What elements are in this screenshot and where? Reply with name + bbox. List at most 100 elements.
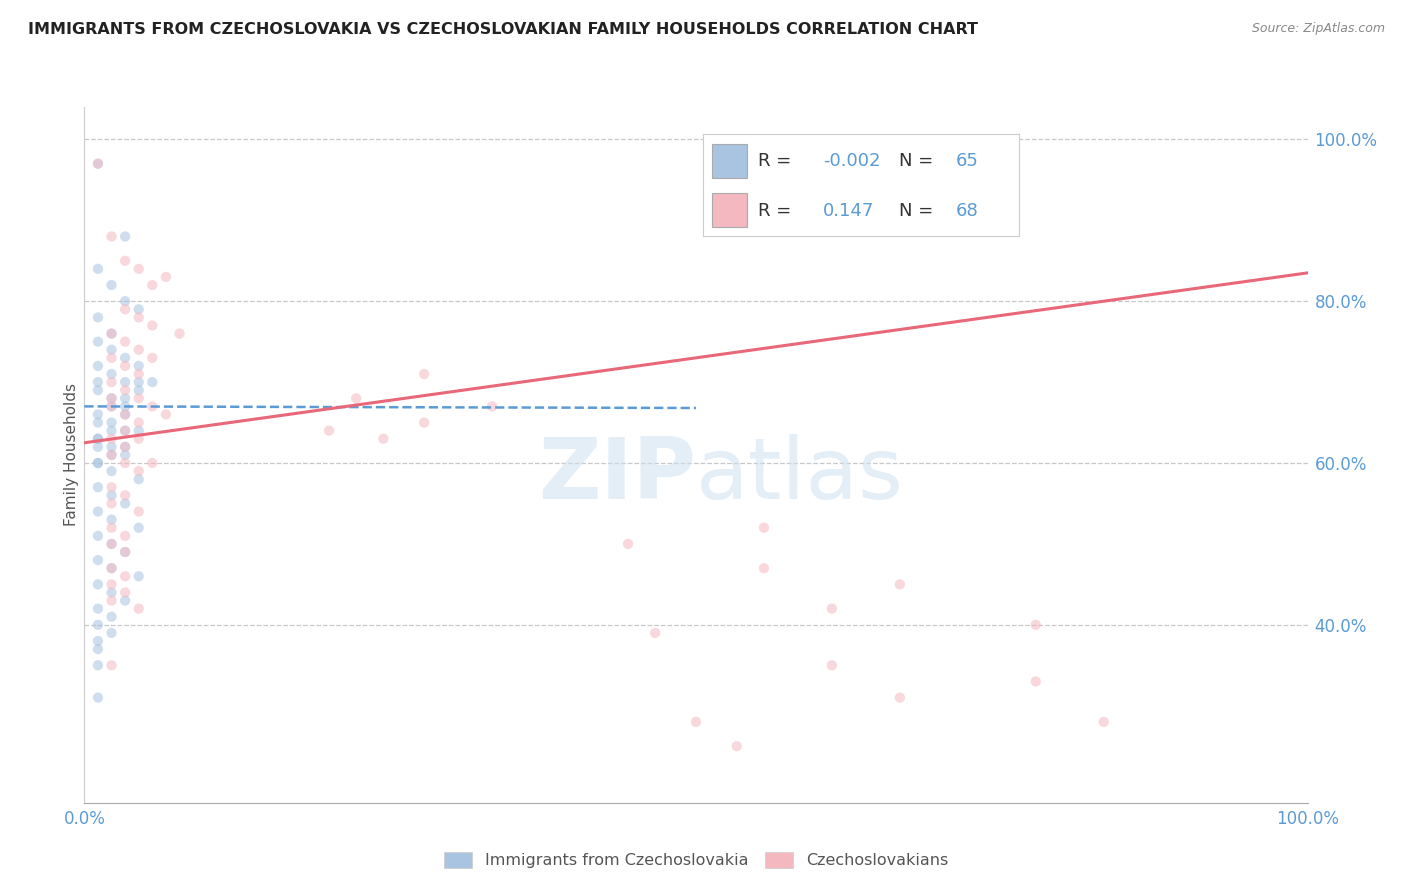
Point	[100, 585, 122, 599]
Point	[114, 545, 136, 559]
Point	[373, 432, 395, 446]
Text: 68: 68	[956, 202, 979, 219]
Point	[87, 440, 110, 454]
Point	[821, 601, 844, 615]
Point	[100, 577, 122, 591]
Point	[100, 326, 122, 341]
Point	[100, 561, 122, 575]
Point	[128, 504, 150, 518]
Point	[87, 416, 110, 430]
Point	[87, 553, 110, 567]
Point	[100, 367, 122, 381]
Point	[114, 375, 136, 389]
Point	[114, 569, 136, 583]
Point	[100, 658, 122, 673]
Point	[114, 229, 136, 244]
Point	[644, 626, 666, 640]
Point	[87, 383, 110, 397]
Point	[155, 269, 177, 284]
Point	[100, 392, 122, 406]
Point	[87, 529, 110, 543]
Text: N =: N =	[900, 202, 934, 219]
Point	[413, 416, 436, 430]
Point	[128, 464, 150, 478]
Point	[128, 392, 150, 406]
Point	[617, 537, 640, 551]
Point	[141, 400, 163, 414]
Point	[128, 343, 150, 357]
Point	[1092, 714, 1115, 729]
Text: R =: R =	[758, 202, 792, 219]
Point	[87, 617, 110, 632]
Point	[1025, 674, 1047, 689]
FancyBboxPatch shape	[713, 194, 748, 227]
Point	[100, 392, 122, 406]
Point	[128, 472, 150, 486]
Point	[87, 375, 110, 389]
Text: ZIP: ZIP	[538, 434, 696, 517]
Point	[100, 343, 122, 357]
Point	[114, 253, 136, 268]
Point	[87, 504, 110, 518]
Point	[100, 448, 122, 462]
Point	[100, 464, 122, 478]
Point	[128, 375, 150, 389]
Point	[87, 658, 110, 673]
Point	[114, 424, 136, 438]
Point	[114, 408, 136, 422]
Point	[87, 310, 110, 325]
Point	[114, 392, 136, 406]
Point	[87, 261, 110, 276]
Point	[141, 375, 163, 389]
Point	[114, 488, 136, 502]
Point	[87, 156, 110, 170]
Point	[114, 408, 136, 422]
Point	[100, 593, 122, 607]
Point	[100, 521, 122, 535]
Point	[128, 569, 150, 583]
Point	[128, 302, 150, 317]
Point	[100, 326, 122, 341]
Point	[114, 294, 136, 309]
Point	[100, 448, 122, 462]
Point	[87, 156, 110, 170]
Point	[128, 261, 150, 276]
Point	[752, 561, 775, 575]
Point	[114, 585, 136, 599]
Point	[114, 440, 136, 454]
Point	[169, 326, 191, 341]
Point	[114, 456, 136, 470]
Point	[100, 375, 122, 389]
Point	[114, 593, 136, 607]
Point	[141, 351, 163, 365]
Point	[100, 424, 122, 438]
Point	[100, 496, 122, 510]
Point	[725, 739, 748, 754]
Legend: Immigrants from Czechoslovakia, Czechoslovakians: Immigrants from Czechoslovakia, Czechosl…	[437, 846, 955, 875]
Point	[100, 416, 122, 430]
Point	[100, 513, 122, 527]
Point	[344, 392, 367, 406]
Point	[87, 456, 110, 470]
Y-axis label: Family Households: Family Households	[63, 384, 79, 526]
Point	[87, 690, 110, 705]
Point	[100, 626, 122, 640]
FancyBboxPatch shape	[713, 145, 748, 178]
Point	[87, 359, 110, 373]
Point	[100, 537, 122, 551]
Point	[128, 432, 150, 446]
Point	[128, 310, 150, 325]
Point	[100, 537, 122, 551]
Point	[100, 432, 122, 446]
Text: IMMIGRANTS FROM CZECHOSLOVAKIA VS CZECHOSLOVAKIAN FAMILY HOUSEHOLDS CORRELATION : IMMIGRANTS FROM CZECHOSLOVAKIA VS CZECHO…	[28, 22, 979, 37]
Text: Source: ZipAtlas.com: Source: ZipAtlas.com	[1251, 22, 1385, 36]
Point	[100, 229, 122, 244]
Point	[481, 400, 503, 414]
Point	[141, 456, 163, 470]
Point	[128, 416, 150, 430]
Point	[114, 383, 136, 397]
Point	[128, 383, 150, 397]
Point	[128, 424, 150, 438]
Point	[87, 642, 110, 657]
Point	[128, 359, 150, 373]
